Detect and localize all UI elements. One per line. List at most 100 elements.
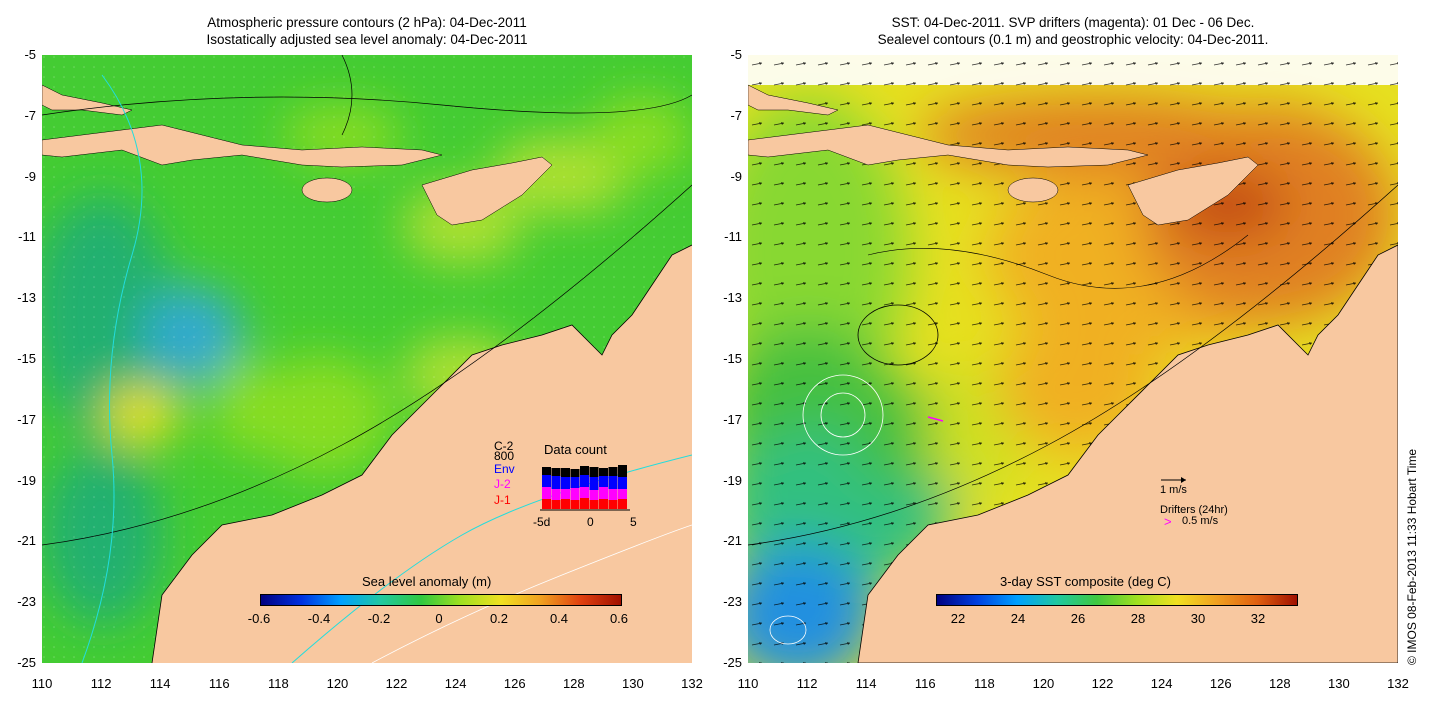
- velocity-scale-label: 1 m/s: [1160, 484, 1187, 496]
- coast-outline: [151, 244, 692, 663]
- data-count-bar: [589, 477, 599, 490]
- right-map[interactable]: 1 m/s Drifters (24hr) > 0.5 m/s 3-day SS…: [748, 55, 1398, 663]
- right-title-line2: Sealevel contours (0.1 m) and geostrophi…: [877, 32, 1269, 47]
- sea-level-anomaly-map: [42, 55, 692, 663]
- legend-c2: C-2: [494, 439, 514, 453]
- y-tick-label: -9: [24, 168, 36, 184]
- australia-land: [152, 245, 692, 663]
- data-count-bar: [561, 468, 570, 477]
- data-count-bar: [542, 475, 551, 487]
- x-tick-label: 120: [326, 676, 349, 691]
- drifters-label: Drifters (24hr): [1160, 504, 1228, 516]
- x-tick-label: 124: [444, 676, 467, 691]
- right-title-line1: SST: 04-Dec-2011. SVP drifters (magenta)…: [891, 15, 1255, 30]
- data-count-bar: [618, 499, 627, 509]
- sst-tick-26: 26: [1070, 611, 1086, 626]
- left-map[interactable]: Data count C-2 800 Env J-2 J-1 -5d 0 5 S…: [42, 55, 692, 663]
- nusa-tenggara-islands: [748, 124, 1149, 168]
- y-tick-label: -7: [24, 107, 36, 123]
- x-tick-label: 112: [796, 676, 818, 691]
- java-island: [42, 84, 133, 116]
- australia-land: [857, 244, 1398, 663]
- data-count-bar: [608, 467, 618, 476]
- sla-tick-m06: -0.6: [247, 611, 271, 626]
- legend-800: 800: [494, 449, 515, 463]
- sst-map: [748, 55, 1398, 663]
- y-tick-label: -5: [730, 47, 742, 62]
- x-tick-label: 112: [90, 676, 112, 691]
- x-tick-label: 130: [622, 676, 644, 691]
- data-count-bar: [561, 489, 570, 499]
- x-tick-label: 122: [1091, 676, 1114, 691]
- left-title-line2: Isostatically adjusted sea level anomaly…: [206, 32, 528, 47]
- y-tick-label: -21: [723, 533, 742, 549]
- y-tick-label: -13: [17, 290, 36, 306]
- data-count-bar: [570, 477, 580, 488]
- data-count-title: Data count: [544, 442, 607, 457]
- x-tick-label: 116: [914, 676, 936, 691]
- sst-tick-30: 30: [1190, 611, 1206, 626]
- sla-colorbar-title: Sea level anomaly (m): [362, 574, 492, 589]
- legend-j1: J-1: [494, 493, 511, 507]
- x-tick-label: 110: [737, 676, 759, 691]
- data-count-bar: [589, 490, 599, 500]
- data-count-bar: [599, 499, 608, 509]
- legend-env: Env: [494, 462, 515, 476]
- data-count-xtick-m5: -5d: [533, 515, 551, 529]
- y-tick-label: -17: [17, 411, 36, 427]
- data-count-bars: [540, 465, 630, 511]
- sla-tick-0: 0: [435, 611, 443, 626]
- sst-tick-32: 32: [1250, 611, 1266, 626]
- x-tick-label: 132: [1387, 676, 1409, 691]
- x-tick-label: 120: [1032, 676, 1055, 691]
- data-count-bar: [561, 477, 570, 489]
- data-count-xtick-0: 0: [587, 515, 594, 529]
- sea-level-contour: [802, 374, 884, 456]
- data-count-bar: [551, 468, 561, 476]
- drifter-track: [927, 416, 944, 422]
- x-tick-label: 118: [267, 676, 289, 691]
- y-tick-label: -25: [17, 655, 36, 670]
- x-tick-label: 128: [1268, 676, 1291, 691]
- y-tick-label: -11: [724, 229, 742, 245]
- data-count-bar: [570, 500, 580, 509]
- sst-tick-28: 28: [1130, 611, 1146, 626]
- data-count-bar: [608, 476, 618, 489]
- sea-level-contour: [769, 615, 807, 645]
- sla-tick-04: 0.4: [549, 611, 569, 626]
- drifters-speed: 0.5 m/s: [1182, 515, 1219, 527]
- x-tick-label: 114: [149, 676, 171, 691]
- pressure-contour: [341, 55, 353, 136]
- bathymetry-contour: [81, 74, 143, 663]
- data-count-bar: [542, 499, 551, 509]
- data-count-bar: [599, 468, 608, 476]
- data-count-xtick-5: 5: [630, 515, 637, 529]
- legend-j2: J-2: [494, 477, 511, 491]
- y-tick-label: -11: [18, 229, 36, 245]
- sla-tick-m02: -0.2: [367, 611, 391, 626]
- nusa-tenggara-islands: [42, 124, 443, 168]
- y-tick-label: -21: [17, 533, 36, 549]
- timor-island: [421, 156, 553, 226]
- sumba-island: [1007, 177, 1059, 203]
- data-count-bar: [580, 498, 589, 509]
- timor-island: [1127, 156, 1259, 226]
- data-count-bar: [599, 487, 608, 499]
- data-count-bar: [589, 500, 599, 509]
- pressure-contour: [42, 184, 692, 546]
- y-tick-label: -5: [24, 47, 36, 62]
- sea-level-contour: [867, 234, 1249, 289]
- data-count-bar: [551, 500, 561, 509]
- data-count-bar: [608, 489, 618, 500]
- pressure-contour: [42, 94, 692, 116]
- data-count-bar: [618, 477, 627, 489]
- sst-tick-22: 22: [950, 611, 966, 626]
- x-tick-label: 110: [31, 676, 53, 691]
- y-tick-label: -17: [723, 411, 742, 427]
- y-tick-label: -23: [17, 594, 36, 610]
- y-tick-label: -9: [730, 168, 742, 184]
- data-count-bar: [618, 489, 627, 499]
- data-count-bar: [608, 500, 618, 509]
- x-tick-label: 124: [1150, 676, 1173, 691]
- y-tick-label: -25: [723, 655, 742, 670]
